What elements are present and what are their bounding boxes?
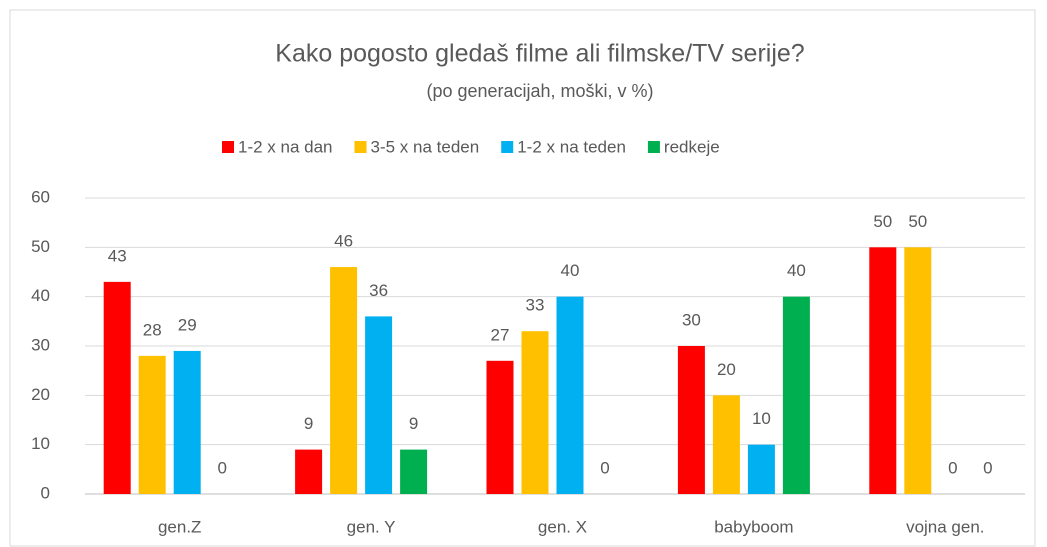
bar	[556, 296, 584, 494]
data-label: 0	[948, 458, 957, 477]
data-label: 50	[873, 212, 892, 231]
data-label: 0	[983, 458, 992, 477]
bar	[103, 281, 131, 494]
legend-swatch	[647, 141, 660, 153]
data-label: 30	[682, 310, 701, 329]
data-label: 40	[787, 261, 806, 280]
data-label: 0	[217, 458, 226, 477]
legend-label: 3-5 x na teden	[371, 137, 480, 156]
y-tick-label: 10	[31, 434, 50, 453]
data-label: 43	[108, 246, 127, 265]
legend-swatch	[222, 141, 234, 153]
bar	[782, 296, 810, 494]
y-tick-label: 30	[31, 335, 50, 354]
bar	[138, 355, 166, 494]
x-tick-label: gen.Z	[158, 517, 201, 536]
legend-swatch	[501, 141, 514, 153]
x-tick-label: gen. Y	[347, 517, 396, 536]
bar	[747, 444, 775, 494]
bar	[365, 316, 393, 494]
x-tick-label: babyboom	[714, 517, 793, 536]
y-tick-label: 60	[31, 187, 50, 206]
legend-label: 1-2 x na dan	[238, 137, 333, 156]
bar	[677, 346, 705, 494]
legend-label: redkeje	[664, 137, 720, 156]
data-label: 10	[752, 409, 771, 428]
bar	[904, 247, 932, 494]
legend-swatch	[354, 141, 367, 153]
chart-title: Kako pogosto gledaš filme ali filmske/TV…	[275, 40, 804, 68]
data-label: 20	[717, 360, 736, 379]
legend-label: 1-2 x na teden	[517, 137, 626, 156]
data-label: 0	[600, 458, 609, 477]
data-label: 29	[178, 315, 197, 334]
data-label: 40	[561, 261, 580, 280]
data-label: 28	[143, 320, 162, 339]
bar	[295, 449, 323, 494]
bar	[173, 350, 201, 494]
bar	[330, 267, 358, 494]
bar	[486, 360, 514, 494]
data-label: 27	[491, 325, 510, 344]
x-tick-label: vojna gen.	[906, 517, 984, 536]
bar	[521, 331, 549, 494]
data-label: 46	[334, 232, 353, 251]
data-label: 36	[369, 281, 388, 300]
bar	[400, 449, 428, 494]
data-label: 9	[409, 414, 418, 433]
chart-subtitle: (po generacijah, moški, v %)	[426, 81, 653, 101]
y-tick-label: 40	[31, 286, 50, 305]
y-tick-label: 50	[31, 237, 50, 256]
data-label: 33	[526, 296, 545, 315]
y-tick-label: 20	[31, 385, 50, 404]
bar	[712, 395, 740, 494]
bar	[869, 247, 897, 494]
data-label: 9	[304, 414, 313, 433]
data-label: 50	[908, 212, 927, 231]
y-tick-label: 0	[41, 483, 50, 502]
x-tick-label: gen. X	[538, 517, 587, 536]
